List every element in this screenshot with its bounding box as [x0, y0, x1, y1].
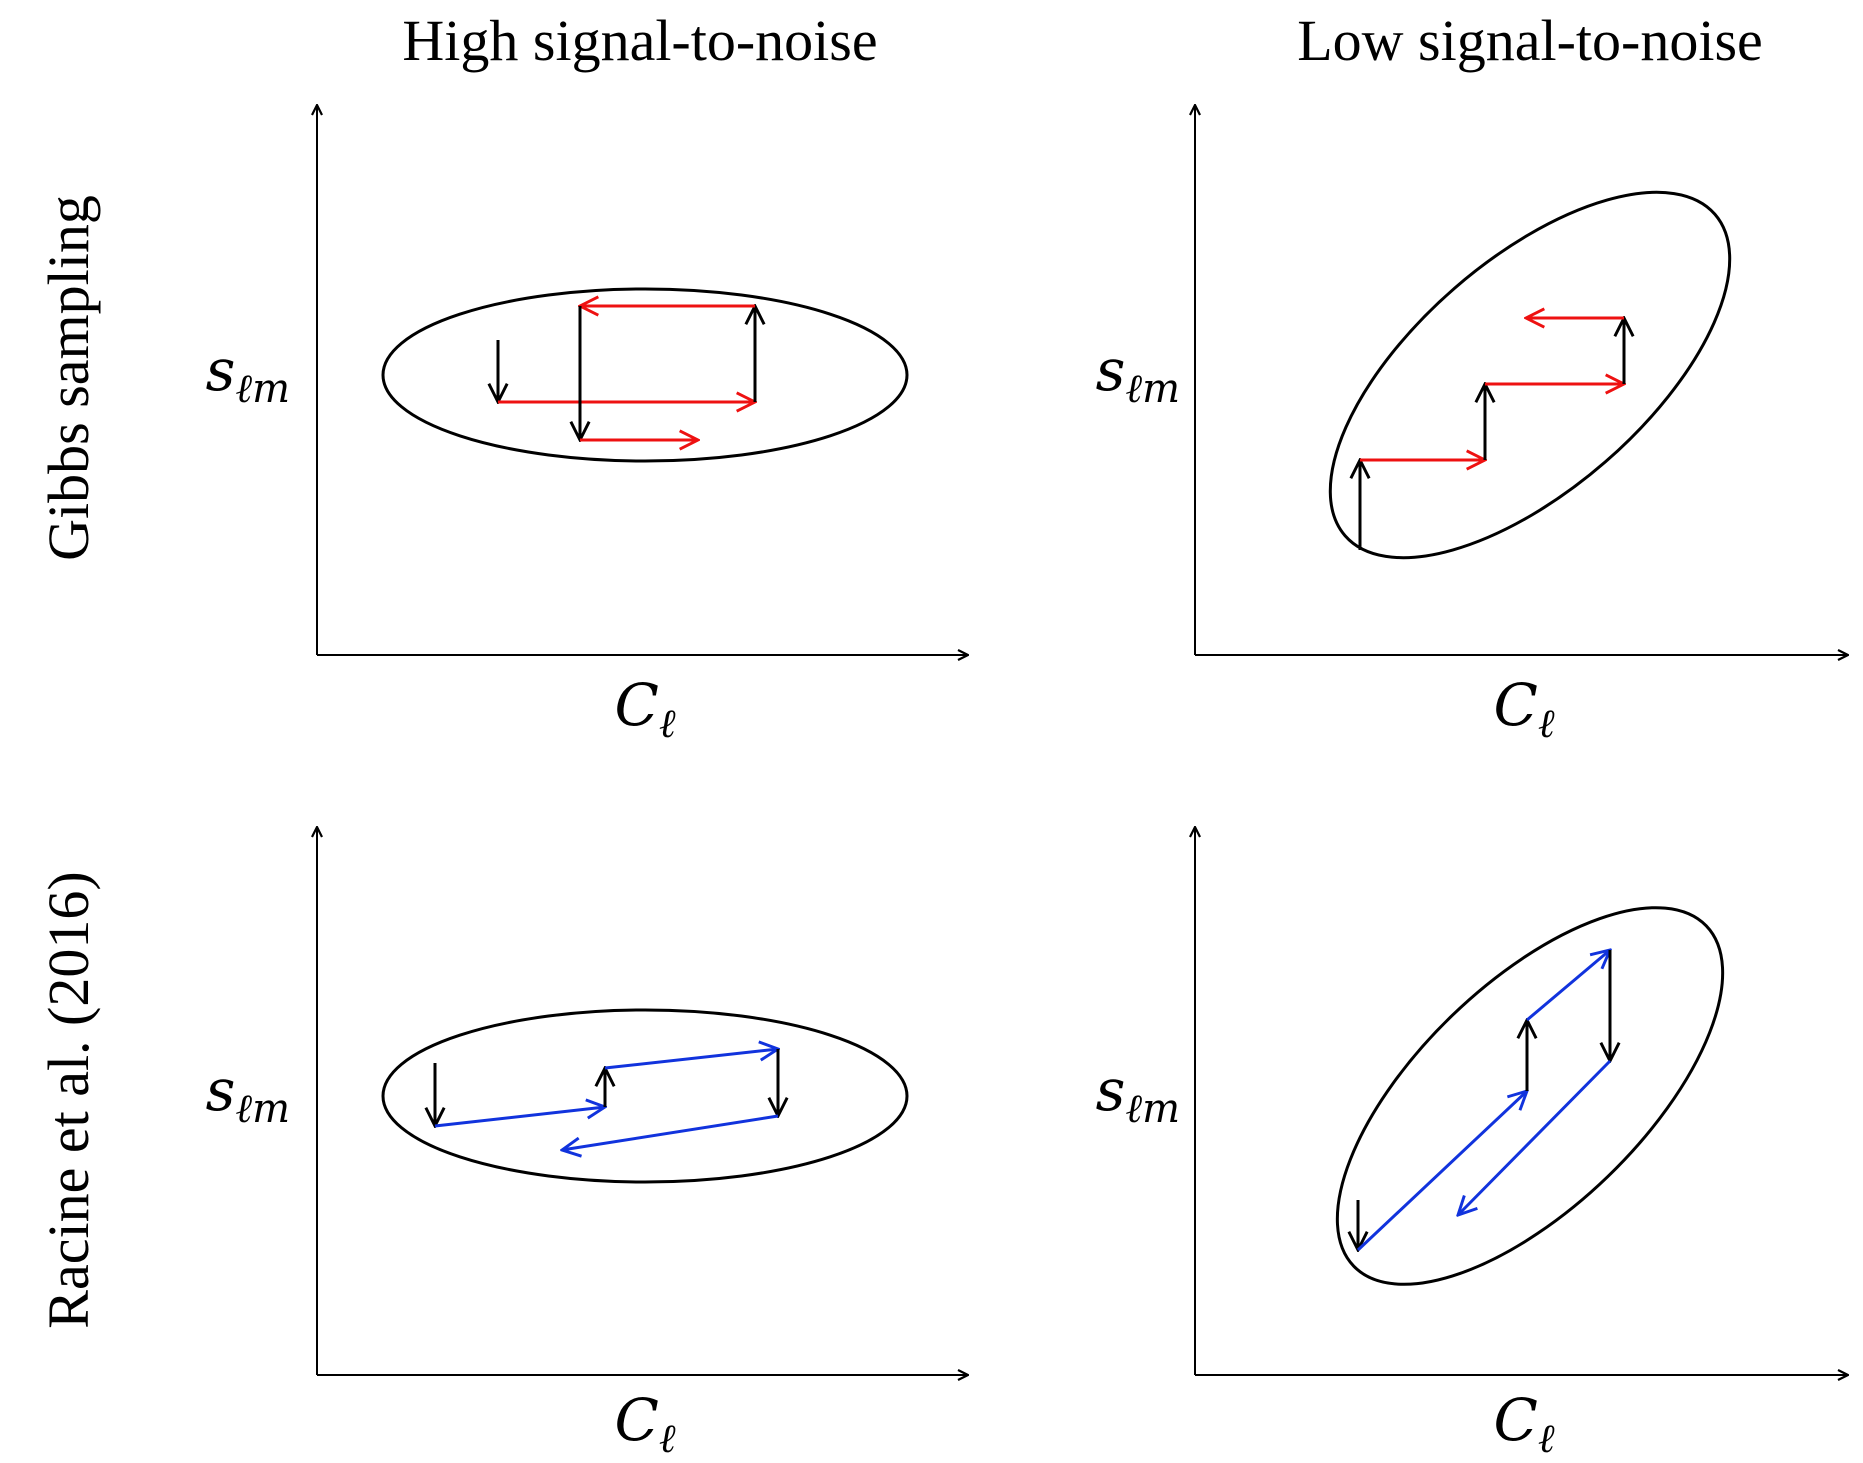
y-axis-label: sℓm	[206, 336, 290, 412]
posterior-ellipse	[1335, 906, 1725, 1286]
x-axis-label: Cℓ	[614, 1386, 675, 1462]
panel-racine-high-snr: sℓm Cℓ	[206, 827, 968, 1462]
posterior-ellipse	[381, 287, 909, 463]
y-axis-label: sℓm	[1096, 336, 1180, 412]
step-arrow	[604, 1049, 778, 1070]
step-arrow	[562, 1114, 779, 1150]
step-arrow	[1526, 950, 1610, 1022]
posterior-ellipse	[1328, 190, 1732, 560]
panel-gibbs-low-snr: sℓm Cℓ	[1096, 105, 1848, 747]
step-arrow	[1458, 1059, 1612, 1215]
row-title-racine: Racine et al. (2016)	[36, 871, 101, 1328]
row-title-gibbs: Gibbs sampling	[36, 195, 101, 561]
y-axis-label: sℓm	[206, 1056, 290, 1132]
posterior-ellipse	[381, 1008, 909, 1184]
panel-gibbs-high-snr: sℓm Cℓ	[206, 105, 968, 747]
x-axis-label: Cℓ	[1493, 671, 1554, 747]
column-title-high-snr: High signal-to-noise	[402, 8, 877, 73]
panel-racine-low-snr: sℓm Cℓ	[1096, 827, 1848, 1462]
step-arrow	[434, 1107, 605, 1128]
column-title-low-snr: Low signal-to-noise	[1297, 8, 1763, 73]
step-arrow	[1356, 1091, 1527, 1252]
x-axis-label: Cℓ	[614, 671, 675, 747]
y-axis-label: sℓm	[1096, 1056, 1180, 1132]
x-axis-label: Cℓ	[1493, 1386, 1554, 1462]
